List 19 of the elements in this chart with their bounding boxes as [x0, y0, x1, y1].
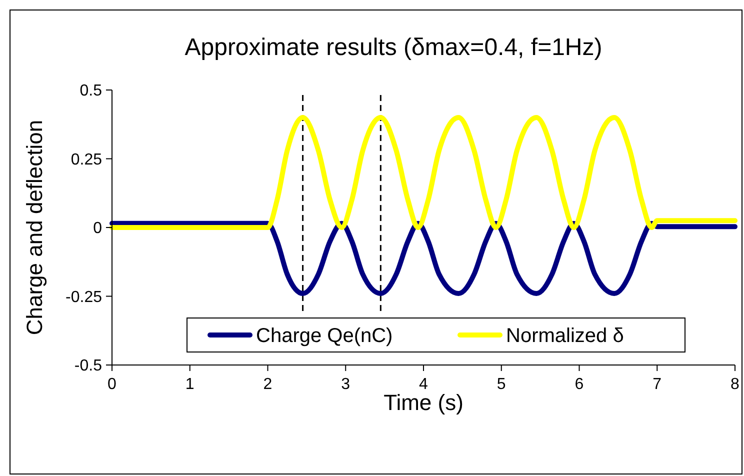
y-tick-label: -0.5: [74, 358, 102, 375]
x-tick-label: 1: [185, 376, 194, 393]
x-tick-label: 7: [652, 376, 662, 393]
x-tick-label: 0: [108, 376, 117, 393]
x-tick-label: 2: [263, 376, 272, 393]
x-tick-label: 5: [496, 376, 506, 393]
y-tick-label: 0.5: [80, 82, 102, 100]
x-tick-label: 8: [730, 376, 740, 393]
x-axis-title: Time (s): [384, 390, 464, 415]
y-tick-label: 0.25: [70, 151, 102, 168]
y-tick-label: -0.25: [66, 288, 102, 306]
x-tick-label: 6: [574, 376, 584, 393]
x-tick-label: 4: [419, 376, 428, 393]
chart-title: Approximate results (δmax=0.4, f=1Hz): [184, 34, 602, 61]
legend-label: Normalized δ: [506, 325, 624, 347]
y-tick-label: 0: [93, 220, 102, 238]
legend-label: Charge Qe(nC): [256, 325, 393, 347]
x-tick-label: 3: [341, 376, 350, 393]
y-axis-title: Charge and deflection: [22, 120, 47, 336]
